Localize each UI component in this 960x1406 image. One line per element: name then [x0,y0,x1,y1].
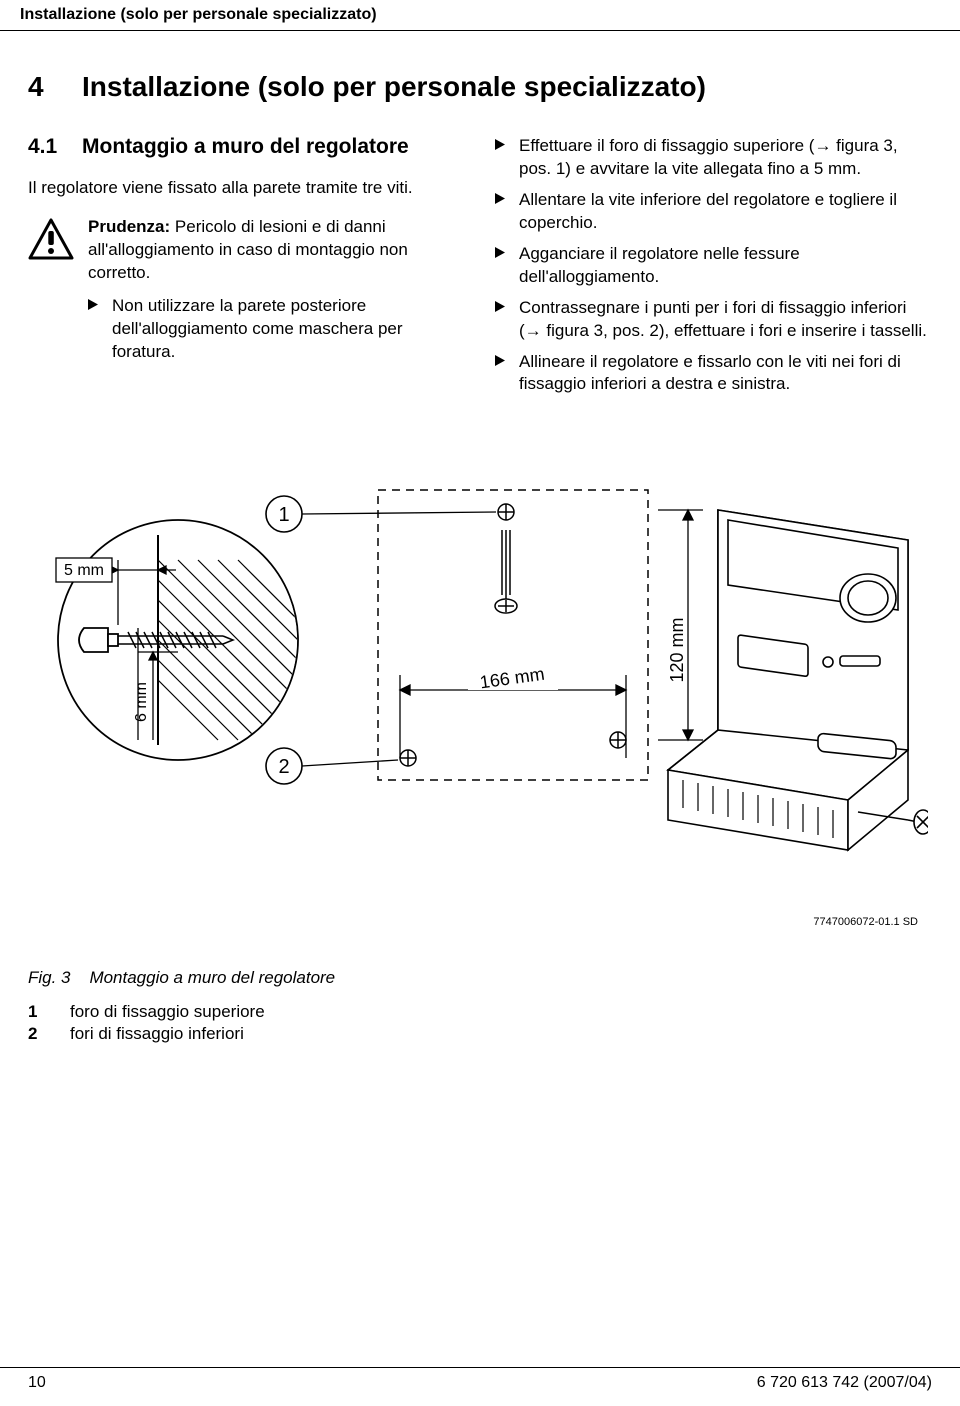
subsection-title: Montaggio a muro del regolatore [82,135,409,159]
triangle-bullet-icon [495,297,509,343]
step-item: Effettuare il foro di fissaggio superior… [495,135,932,181]
section-heading: 4Installazione (solo per personale speci… [28,71,932,103]
page-number: 10 [28,1374,46,1392]
step-text: Allentare la vite inferiore del regolato… [519,189,932,235]
figure-id: 7747006072-01.1 SD [813,916,918,928]
subsection-number: 4.1 [28,135,82,159]
step-text: Allineare il regolatore e fissarlo con l… [519,351,932,397]
callout-1: 1 [278,504,289,526]
screw-detail [58,520,298,760]
step-text: Agganciare il regolatore nelle fessure d… [519,243,932,289]
page-header: Installazione (solo per personale specia… [0,0,960,31]
dim-6mm-label: 6 mm [133,682,150,722]
document-id: 6 720 613 742 (2007/04) [757,1374,932,1392]
intro-paragraph: Il regolatore viene fissato alla parete … [28,177,465,200]
warning-text: Prudenza: Pericolo di lesioni e di danni… [88,216,465,372]
legend-item: 1 foro di fissaggio superiore [28,1002,932,1022]
triangle-bullet-icon [495,135,509,181]
step-item: Allentare la vite inferiore del regolato… [495,189,932,235]
section-title: Installazione (solo per personale specia… [82,71,706,102]
triangle-bullet-icon [495,189,509,235]
page-footer: 10 6 720 613 742 (2007/04) [0,1367,960,1392]
step-item: Agganciare il regolatore nelle fessure d… [495,243,932,289]
triangle-bullet-icon [495,243,509,289]
dim-120mm-label: 120 mm [667,618,687,683]
warning-bullet: Non utilizzare la parete posteriore dell… [88,295,465,364]
callout-2: 2 [278,756,289,778]
legend-text: fori di fissaggio inferiori [70,1024,244,1044]
figure-caption-text: Montaggio a muro del regolatore [89,968,335,987]
left-column: 4.1 Montaggio a muro del regolatore Il r… [28,135,465,404]
figure-label: Fig. 3 [28,968,71,987]
figure-3: 5 mm 6 mm 1 2 166 mm [28,440,932,960]
right-column: Effettuare il foro di fissaggio superior… [495,135,932,404]
figure-legend: 1 foro di fissaggio superiore 2 fori di … [28,1002,932,1044]
figure-caption: Fig. 3 Montaggio a muro del regolatore [28,968,932,988]
dim-5mm-label: 5 mm [64,562,104,579]
legend-item: 2 fori di fissaggio inferiori [28,1024,932,1044]
legend-number: 2 [28,1024,46,1044]
figure-3-svg: 5 mm 6 mm 1 2 166 mm [28,440,928,930]
content: 4Installazione (solo per personale speci… [0,31,960,1044]
warning-icon [28,218,74,260]
steps-list: Effettuare il foro di fissaggio superior… [495,135,932,396]
triangle-bullet-icon [88,295,102,364]
two-column-layout: 4.1 Montaggio a muro del regolatore Il r… [28,135,932,404]
device-illustration [668,510,928,850]
step-item: Allineare il regolatore e fissarlo con l… [495,351,932,397]
triangle-bullet-icon [495,351,509,397]
step-text: Contrassegnare i punti per i fori di fis… [519,297,932,343]
step-text: Effettuare il foro di fissaggio superior… [519,135,932,181]
section-number: 4 [28,71,82,103]
warning-box: Prudenza: Pericolo di lesioni e di danni… [28,216,465,372]
warning-bullet-text: Non utilizzare la parete posteriore dell… [112,295,465,364]
legend-text: foro di fissaggio superiore [70,1002,265,1022]
subsection-heading: 4.1 Montaggio a muro del regolatore [28,135,465,159]
step-item: Contrassegnare i punti per i fori di fis… [495,297,932,343]
legend-number: 1 [28,1002,46,1022]
warning-lead: Prudenza: [88,217,170,236]
